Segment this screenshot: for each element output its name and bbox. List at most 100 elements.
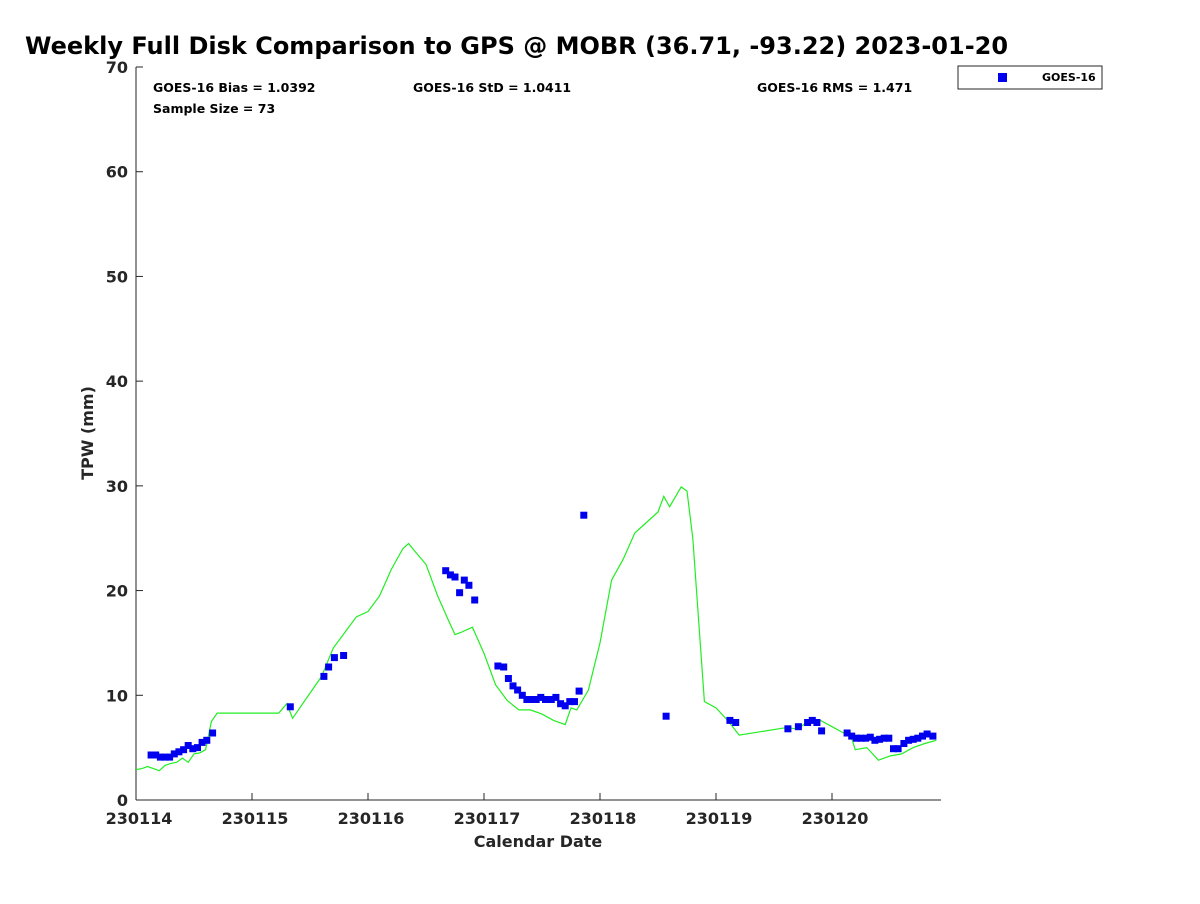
y-tick-label: 10 xyxy=(106,686,128,705)
x-tick-label: 230117 xyxy=(454,809,521,828)
y-ticks: 0 10 20 30 40 50 60 70 xyxy=(106,58,143,810)
goes-16-series xyxy=(147,511,937,761)
goes-16-point xyxy=(460,576,468,584)
legend-marker-goes-16 xyxy=(998,73,1007,82)
goes-16-point xyxy=(156,753,164,761)
goes-16-point xyxy=(571,698,578,706)
goes-16-point xyxy=(894,745,902,753)
goes-16-point xyxy=(330,654,338,662)
goes-16-point xyxy=(180,746,188,754)
goes-16-point xyxy=(862,734,870,742)
goes-16-point xyxy=(857,734,865,742)
goes-16-point xyxy=(784,725,792,733)
x-tick-label: 230115 xyxy=(222,809,289,828)
goes-16-point xyxy=(871,736,879,744)
chart-title: Weekly Full Disk Comparison to GPS @ MOB… xyxy=(25,32,1008,60)
goes-16-point xyxy=(885,734,893,742)
goes-16-point xyxy=(161,753,169,761)
goes-16-point xyxy=(509,682,517,690)
goes-16-point xyxy=(446,571,454,579)
goes-16-point xyxy=(456,589,464,597)
goes-16-point xyxy=(166,753,174,761)
goes-16-point xyxy=(880,734,888,742)
goes-16-point xyxy=(198,738,206,746)
y-tick-label: 70 xyxy=(106,58,128,77)
goes-16-point xyxy=(552,693,560,701)
goes-16-point xyxy=(203,736,211,744)
x-tick-label: 230116 xyxy=(338,809,405,828)
goes-16-point xyxy=(518,691,526,699)
goes-16-point xyxy=(189,745,197,753)
gps-series xyxy=(135,486,937,772)
goes-16-point xyxy=(500,663,508,671)
goes-16-point xyxy=(866,733,874,741)
goes-16-point xyxy=(451,573,459,581)
goes-16-point xyxy=(152,751,160,759)
x-tick-label: 230120 xyxy=(802,809,869,828)
goes-16-point xyxy=(929,732,937,740)
y-tick-label: 0 xyxy=(117,791,128,810)
goes-16-point xyxy=(465,581,473,589)
goes-16-point xyxy=(876,735,884,743)
y-axis-label: TPW (mm) xyxy=(78,386,97,480)
y-tick-label: 40 xyxy=(106,372,128,391)
goes-16-point xyxy=(528,696,536,703)
goes-16-point xyxy=(147,751,155,759)
goes-16-point xyxy=(442,567,450,575)
x-ticks: 230114 230115 230116 230117 230118 230119 2301… xyxy=(106,793,869,828)
goes-16-point xyxy=(566,698,574,706)
goes-16-point xyxy=(286,703,294,711)
goes-16-point xyxy=(184,742,192,749)
y-tick-label: 20 xyxy=(106,582,128,601)
goes-16-point xyxy=(209,729,217,737)
stat-std: GOES-16 StD = 1.0411 xyxy=(413,80,571,95)
y-tick-label: 50 xyxy=(106,267,128,286)
goes-16-point xyxy=(919,732,926,740)
stat-bias: GOES-16 Bias = 1.0392 xyxy=(153,80,315,95)
legend: GOES-16 xyxy=(957,65,1103,90)
goes-16-point xyxy=(504,675,512,682)
goes-16-point xyxy=(325,663,333,671)
x-axis-label: Calendar Date xyxy=(474,832,603,851)
goes-16-point xyxy=(494,662,502,670)
goes-16-point xyxy=(320,672,328,680)
goes-16-point xyxy=(905,736,913,744)
goes-16-point xyxy=(914,734,922,742)
goes-16-point xyxy=(537,693,545,701)
goes-16-point xyxy=(848,732,856,740)
goes-16-point xyxy=(170,750,178,758)
x-tick-label: 230119 xyxy=(686,809,753,828)
goes-16-point xyxy=(575,687,583,695)
goes-16-point xyxy=(547,696,555,703)
goes-16-point xyxy=(580,511,588,519)
goes-16-point xyxy=(808,716,816,724)
legend-label-goes-16: GOES-16 xyxy=(1042,71,1096,84)
x-tick-label: 230114 xyxy=(106,809,173,828)
goes-16-point xyxy=(909,735,917,743)
y-tick-label: 30 xyxy=(106,477,128,496)
goes-16-point xyxy=(557,700,565,708)
legend-box xyxy=(957,65,1103,90)
x-tick-label: 230118 xyxy=(570,809,637,828)
goes-16-point xyxy=(900,740,908,747)
y-tick-label: 60 xyxy=(106,163,128,182)
goes-16-point xyxy=(514,686,522,694)
goes-16-point xyxy=(523,696,531,703)
goes-16-point xyxy=(923,730,931,738)
goes-16-point xyxy=(175,748,183,756)
goes-16-point xyxy=(532,696,540,703)
goes-16-point xyxy=(794,723,802,731)
goes-16-point xyxy=(726,716,734,724)
stat-rms: GOES-16 RMS = 1.471 xyxy=(757,80,912,95)
goes-16-point xyxy=(843,729,851,737)
goes-16-point xyxy=(340,652,348,659)
goes-16-point xyxy=(471,596,479,604)
goes-16-point xyxy=(890,745,897,753)
gps-line xyxy=(135,486,937,772)
goes-16-point xyxy=(662,712,670,720)
stat-sample-size: Sample Size = 73 xyxy=(153,101,275,116)
goes-16-point xyxy=(542,696,549,703)
goes-16-point xyxy=(818,727,826,735)
